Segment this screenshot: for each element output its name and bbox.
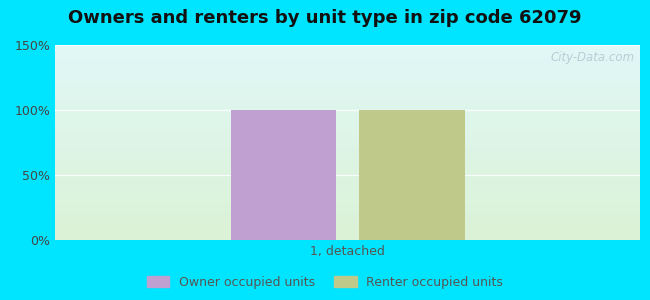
Legend: Owner occupied units, Renter occupied units: Owner occupied units, Renter occupied un… <box>142 271 508 294</box>
Text: Owners and renters by unit type in zip code 62079: Owners and renters by unit type in zip c… <box>68 9 582 27</box>
Text: City-Data.com: City-Data.com <box>551 51 634 64</box>
Bar <box>359 110 465 240</box>
Bar <box>231 110 336 240</box>
